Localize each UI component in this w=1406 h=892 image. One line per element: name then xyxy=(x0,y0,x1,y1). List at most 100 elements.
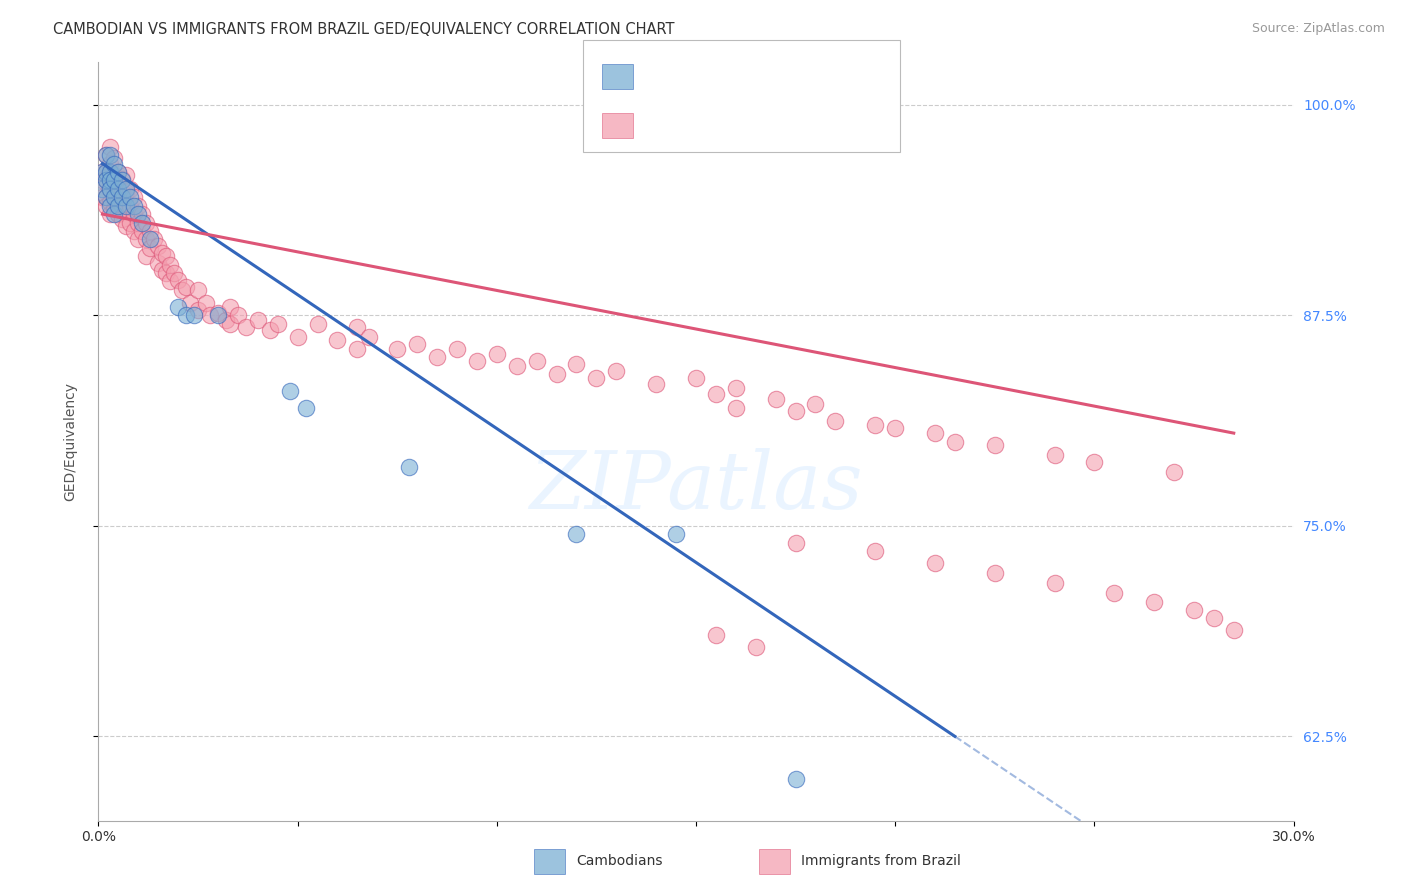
Point xyxy=(824,414,846,428)
Point xyxy=(226,308,249,322)
Point xyxy=(127,215,149,229)
Point xyxy=(785,772,807,786)
Point xyxy=(605,364,627,378)
Point xyxy=(98,165,122,179)
Point xyxy=(115,219,138,233)
Point xyxy=(124,207,146,221)
Point xyxy=(865,417,887,432)
Point xyxy=(127,207,149,221)
Point xyxy=(131,215,153,229)
Point xyxy=(174,279,197,293)
Point xyxy=(246,313,269,327)
Point xyxy=(107,207,129,221)
Point xyxy=(215,313,238,327)
Point xyxy=(984,438,1007,452)
Point xyxy=(259,323,281,337)
Point xyxy=(526,353,548,368)
Point xyxy=(150,262,173,277)
Point xyxy=(174,308,197,322)
Point xyxy=(107,182,129,196)
Point xyxy=(111,185,134,199)
Point xyxy=(98,182,122,196)
Point xyxy=(278,384,301,398)
Point xyxy=(167,300,190,314)
Point xyxy=(287,330,309,344)
Point xyxy=(103,207,125,221)
Point xyxy=(1163,465,1185,479)
Point xyxy=(124,190,146,204)
Point xyxy=(98,195,122,210)
Point xyxy=(187,303,209,318)
Point xyxy=(98,169,122,183)
Point xyxy=(924,426,946,441)
Point xyxy=(1202,611,1225,625)
Point xyxy=(120,199,142,213)
Point xyxy=(139,241,162,255)
Point xyxy=(398,459,420,474)
Text: R = -0.237   N = 120: R = -0.237 N = 120 xyxy=(644,119,803,133)
Point xyxy=(135,215,157,229)
Point xyxy=(96,165,118,179)
Point xyxy=(135,232,157,246)
Point xyxy=(131,207,153,221)
Point xyxy=(924,556,946,570)
Point xyxy=(207,306,229,320)
Text: Source: ZipAtlas.com: Source: ZipAtlas.com xyxy=(1251,22,1385,36)
Point xyxy=(645,377,668,392)
Point xyxy=(267,317,290,331)
Point xyxy=(183,308,205,322)
Point xyxy=(139,232,162,246)
Point xyxy=(159,275,181,289)
Point xyxy=(91,182,114,196)
Point xyxy=(785,535,807,549)
Point xyxy=(585,370,607,384)
Point xyxy=(96,199,118,213)
Point xyxy=(91,190,114,204)
Text: Cambodians: Cambodians xyxy=(576,854,664,868)
Point xyxy=(765,392,787,407)
Point xyxy=(167,273,190,287)
Point xyxy=(179,296,201,310)
Point xyxy=(884,421,907,435)
Point xyxy=(127,199,149,213)
Point xyxy=(219,317,242,331)
Point xyxy=(107,165,129,179)
Point xyxy=(865,544,887,558)
Point xyxy=(115,185,138,199)
Point xyxy=(1223,624,1246,638)
Point xyxy=(207,308,229,322)
Point xyxy=(107,199,129,213)
Point xyxy=(103,169,125,183)
Point xyxy=(120,215,142,229)
Point xyxy=(124,224,146,238)
Point xyxy=(91,165,114,179)
Point xyxy=(96,173,118,187)
Point xyxy=(1083,455,1105,469)
Point xyxy=(91,173,114,187)
Point xyxy=(385,342,409,356)
Point xyxy=(1143,594,1166,608)
Point xyxy=(115,169,138,183)
Text: R = -0.643   N =  37: R = -0.643 N = 37 xyxy=(644,69,799,84)
Point xyxy=(148,256,170,270)
Point xyxy=(103,202,125,216)
Point xyxy=(704,628,727,642)
Point xyxy=(96,190,118,204)
Point xyxy=(111,212,134,227)
Point xyxy=(155,249,177,263)
Point xyxy=(131,224,153,238)
Point xyxy=(111,199,134,213)
Point xyxy=(485,347,508,361)
Point xyxy=(96,148,118,162)
Point xyxy=(111,173,134,187)
Point xyxy=(163,266,186,280)
Point xyxy=(98,139,122,153)
Text: CAMBODIAN VS IMMIGRANTS FROM BRAZIL GED/EQUIVALENCY CORRELATION CHART: CAMBODIAN VS IMMIGRANTS FROM BRAZIL GED/… xyxy=(53,22,675,37)
Text: Immigrants from Brazil: Immigrants from Brazil xyxy=(801,854,962,868)
Point xyxy=(565,527,588,541)
Point xyxy=(115,199,138,213)
Point xyxy=(359,330,381,344)
Point xyxy=(135,249,157,263)
Point xyxy=(984,566,1007,580)
Point xyxy=(685,370,707,384)
